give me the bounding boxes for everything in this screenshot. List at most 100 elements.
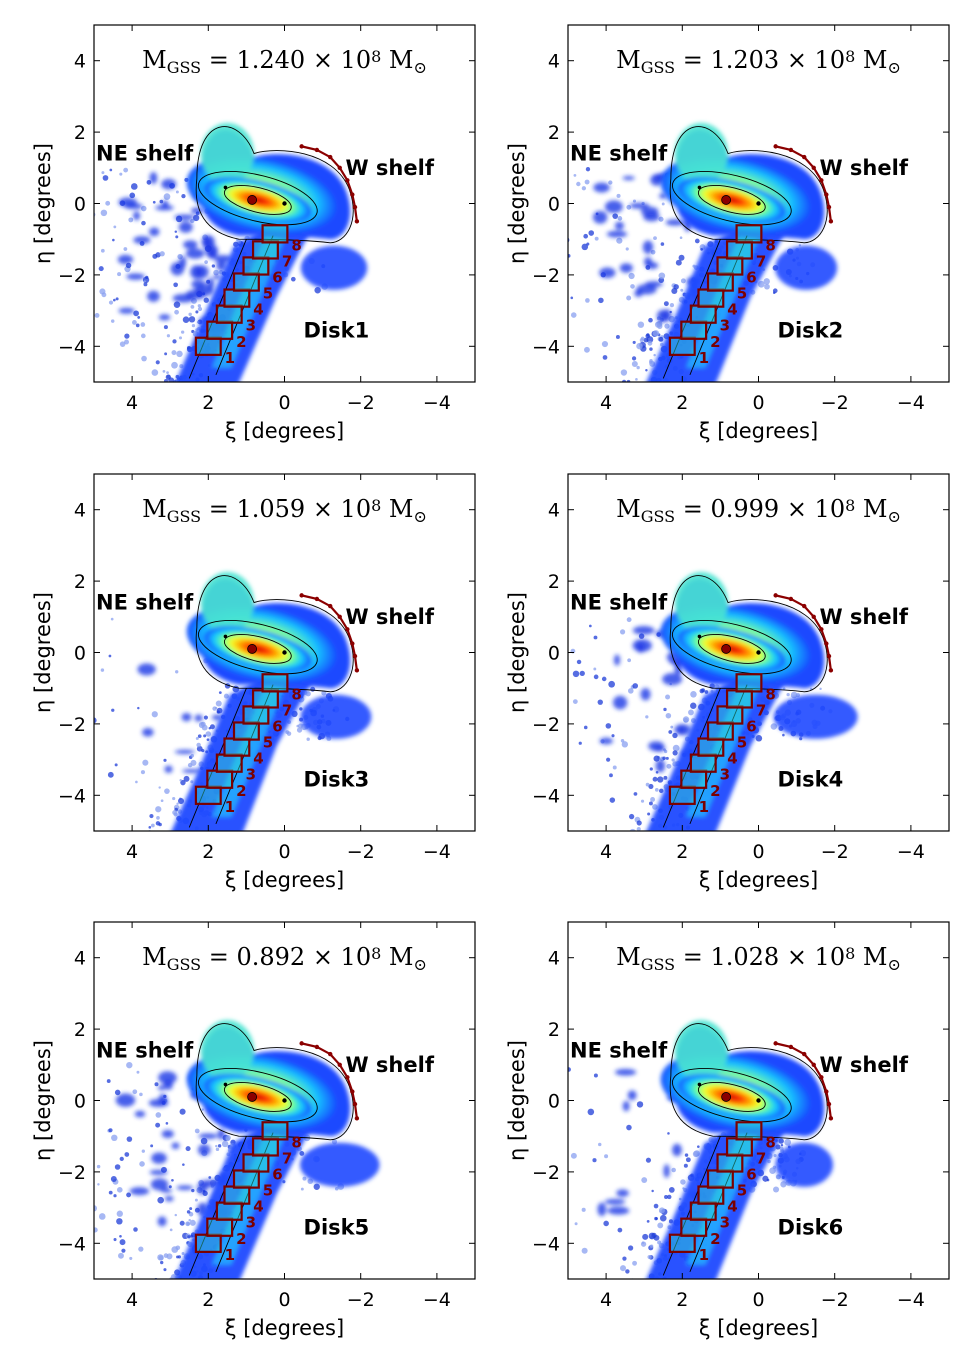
field-label-2: 2 — [710, 1230, 720, 1248]
mass-title: MGSS = 1.059 × 108 M⊙ — [142, 495, 427, 526]
xtick-label: −4 — [423, 392, 451, 414]
xtick-label: 0 — [752, 841, 764, 863]
ytick-label: 0 — [74, 643, 86, 665]
field-box-7 — [251, 1137, 279, 1157]
field-label-3: 3 — [246, 766, 256, 784]
disk-label: Disk5 — [304, 1215, 370, 1239]
ne-shelf-label: NE shelf — [96, 1039, 194, 1063]
field-label-5: 5 — [737, 734, 747, 752]
mass-title: MGSS = 1.028 × 108 M⊙ — [616, 943, 901, 974]
field-boxes — [668, 224, 763, 356]
ne-plume — [137, 663, 222, 774]
field-label-6: 6 — [746, 718, 756, 736]
galaxy-body — [186, 1020, 351, 1137]
field-label-4: 4 — [727, 1198, 737, 1216]
xtick-label: −2 — [821, 392, 849, 414]
ytick-label: −4 — [58, 785, 86, 807]
ytick-label: 2 — [74, 571, 86, 593]
w-shelf-arc — [299, 1041, 360, 1121]
ytick-label: 0 — [548, 643, 560, 665]
w-shelf-arc — [773, 1041, 834, 1121]
x-axis-label: ξ [degrees] — [225, 1316, 344, 1340]
disk-label: Disk1 — [304, 318, 370, 342]
field-box-1 — [668, 336, 696, 356]
xtick-label: 0 — [752, 392, 764, 414]
y-axis-label: η [degrees] — [505, 143, 529, 264]
ytick-label: 2 — [74, 1019, 86, 1041]
ytick-label: 4 — [74, 500, 86, 522]
x-axis-label: ξ [degrees] — [699, 868, 818, 892]
field-label-1: 1 — [225, 798, 235, 816]
field-label-7: 7 — [282, 701, 292, 719]
x-axis-label: ξ [degrees] — [225, 419, 344, 443]
xtick-label: −4 — [897, 841, 925, 863]
ytick-label: −2 — [58, 265, 86, 287]
field-label-7: 7 — [282, 1149, 292, 1167]
field-label-8: 8 — [291, 236, 301, 254]
field-label-1: 1 — [699, 349, 709, 367]
ne-shelf-label: NE shelf — [570, 142, 668, 166]
field-boxes — [668, 1121, 763, 1253]
sw-lobe — [300, 245, 368, 290]
field-box-8 — [261, 224, 289, 244]
y-axis-label: η [degrees] — [31, 143, 55, 264]
mass-title: MGSS = 1.240 × 108 M⊙ — [142, 46, 427, 77]
field-boxes — [194, 1121, 289, 1253]
field-box-1 — [668, 1233, 696, 1253]
field-box-6 — [242, 256, 270, 276]
y-axis-label: η [degrees] — [505, 592, 529, 713]
field-label-8: 8 — [291, 685, 301, 703]
field-box-2 — [680, 1217, 708, 1237]
field-label-3: 3 — [720, 1214, 730, 1232]
xtick-label: 2 — [202, 1289, 214, 1311]
field-label-6: 6 — [746, 1166, 756, 1184]
field-box-2 — [680, 769, 708, 789]
xtick-label: −4 — [897, 392, 925, 414]
field-box-8 — [261, 673, 289, 693]
xtick-label: 0 — [752, 1289, 764, 1311]
field-box-2 — [680, 320, 708, 340]
ytick-label: 4 — [74, 51, 86, 73]
field-label-5: 5 — [737, 1182, 747, 1200]
field-label-5: 5 — [263, 1182, 273, 1200]
xtick-label: −4 — [423, 841, 451, 863]
ytick-label: 0 — [74, 194, 86, 216]
field-label-2: 2 — [236, 333, 246, 351]
field-label-2: 2 — [710, 333, 720, 351]
field-label-1: 1 — [699, 798, 709, 816]
xtick-label: 4 — [600, 841, 612, 863]
field-label-4: 4 — [253, 750, 263, 768]
ytick-label: −4 — [532, 336, 560, 358]
field-box-8 — [735, 1121, 763, 1141]
ytick-label: −2 — [58, 1162, 86, 1184]
ytick-label: −4 — [58, 336, 86, 358]
field-box-6 — [716, 256, 744, 276]
field-label-8: 8 — [765, 685, 775, 703]
xtick-label: 0 — [278, 1289, 290, 1311]
field-label-8: 8 — [765, 236, 775, 254]
xtick-label: 2 — [202, 841, 214, 863]
w-shelf-label: W shelf — [819, 605, 908, 629]
field-label-7: 7 — [282, 252, 292, 270]
xtick-label: 4 — [600, 392, 612, 414]
field-box-3 — [215, 753, 243, 773]
ytick-label: 2 — [548, 122, 560, 144]
ne-shelf-label: NE shelf — [570, 1039, 668, 1063]
field-label-5: 5 — [737, 285, 747, 303]
field-label-6: 6 — [272, 718, 282, 736]
sw-lobe — [773, 694, 858, 739]
disk-label: Disk3 — [304, 767, 370, 791]
ytick-label: 2 — [74, 122, 86, 144]
xtick-label: 4 — [600, 1289, 612, 1311]
ytick-label: 4 — [548, 948, 560, 970]
field-box-3 — [689, 1201, 717, 1221]
ytick-label: 2 — [548, 1019, 560, 1041]
xtick-label: −2 — [347, 1289, 375, 1311]
field-label-4: 4 — [253, 301, 263, 319]
field-box-8 — [261, 1121, 289, 1141]
x-axis-label: ξ [degrees] — [699, 419, 818, 443]
